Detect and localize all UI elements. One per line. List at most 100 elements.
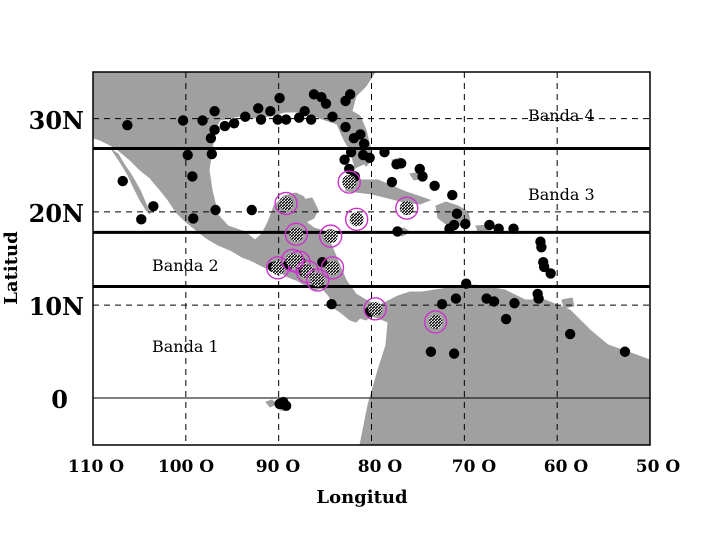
station-dot — [182, 149, 193, 161]
station-dot — [326, 298, 337, 310]
highlighted-station — [266, 256, 290, 280]
station-dot — [460, 278, 472, 289]
station-dot — [240, 111, 251, 122]
station-dot — [451, 208, 463, 219]
station-dot — [447, 189, 458, 201]
lat-tick-0: 0 — [51, 385, 68, 414]
highlight-ring — [318, 224, 343, 248]
station-dot — [460, 218, 471, 230]
highlight-ring — [395, 196, 419, 220]
station-dot — [448, 348, 460, 359]
lon-tick-110: 110 O — [68, 457, 124, 477]
station-dot — [188, 213, 199, 224]
highlight-ring — [280, 248, 305, 273]
station-dot — [358, 138, 370, 150]
station-dot — [117, 175, 128, 187]
station-dot — [425, 346, 437, 357]
highlighted-station-dot — [289, 227, 304, 242]
highlighted-station — [337, 170, 361, 194]
station-points — [117, 89, 631, 412]
highlighted-station — [363, 297, 387, 321]
highlighted-station — [284, 222, 309, 246]
highlighted-station — [423, 310, 448, 334]
highlighted-station-dot — [270, 260, 285, 275]
station-dot — [209, 124, 220, 136]
lat-tick-30n: 30N — [29, 106, 84, 135]
highlight-ring — [266, 256, 290, 280]
station-dot — [148, 201, 159, 212]
station-dot — [205, 133, 217, 144]
highlighted-station — [305, 268, 330, 292]
station-dot — [545, 268, 556, 279]
highlight-ring — [305, 268, 330, 292]
map-frame — [92, 71, 651, 446]
station-dot — [344, 89, 356, 100]
station-dot — [299, 105, 310, 117]
station-dot — [509, 298, 520, 309]
station-dot — [429, 180, 440, 191]
station-dot — [197, 115, 208, 126]
station-dot — [209, 105, 220, 117]
highlighted-station — [344, 207, 369, 232]
highlighted-station-dot — [399, 201, 414, 216]
lon-tick-60: 60 O — [544, 457, 589, 477]
lon-tick-100: 100 O — [158, 457, 214, 477]
station-dot — [253, 103, 264, 114]
station-dot — [355, 129, 366, 140]
highlight-ring — [337, 170, 361, 194]
lat-tick-10n: 10N — [29, 292, 84, 321]
highlighted-station-dot — [300, 264, 315, 279]
lon-tick-80: 80 O — [358, 457, 403, 477]
highlighted-station — [280, 248, 305, 273]
station-dot — [246, 204, 257, 216]
station-dot — [417, 171, 428, 182]
station-dot — [255, 114, 267, 125]
highlighted-station — [395, 196, 419, 220]
y-axis-title: Latitud — [1, 231, 22, 305]
station-dot — [339, 154, 350, 165]
station-dot — [345, 146, 357, 158]
station-dot — [538, 261, 550, 273]
station-dot — [500, 313, 512, 325]
station-dot — [274, 92, 285, 104]
highlight-ring — [274, 191, 298, 216]
highlighted-station — [318, 224, 343, 248]
highlight-ring — [284, 222, 309, 246]
station-dot — [320, 98, 332, 109]
station-dot — [327, 111, 338, 122]
highlighted-station-dot — [279, 196, 294, 211]
station-dot — [481, 293, 492, 304]
station-dot — [136, 214, 147, 225]
station-dot — [219, 120, 231, 132]
station-dot — [228, 118, 240, 129]
highlight-ring — [363, 297, 387, 321]
lat-tick-20n: 20N — [29, 199, 84, 228]
lon-tick-90: 90 O — [256, 457, 301, 477]
highlighted-station-dot — [285, 253, 300, 268]
station-dot — [272, 114, 283, 125]
band-label-4: Banda 4 — [528, 106, 595, 125]
station-dot — [364, 152, 375, 163]
band-boundaries — [93, 146, 650, 288]
station-dot — [564, 328, 576, 340]
station-dot — [536, 242, 547, 253]
band-label-2: Banda 2 — [152, 256, 219, 275]
lon-tick-50: 50 O — [636, 457, 681, 477]
station-dot — [533, 293, 544, 304]
station-dot — [484, 219, 495, 231]
highlighted-station-dot — [325, 260, 340, 275]
station-dot — [450, 293, 462, 304]
lon-tick-70: 70 O — [452, 457, 497, 477]
highlighted-station-dot — [428, 314, 443, 329]
station-dot — [305, 114, 317, 125]
highlighted-station-dot — [368, 301, 383, 316]
station-dot — [436, 298, 448, 310]
highlighted-station — [274, 191, 298, 216]
band-label-3: Banda 3 — [528, 185, 595, 204]
station-dot — [396, 158, 407, 169]
station-dot — [210, 204, 221, 216]
highlight-ring — [344, 207, 369, 232]
station-dot — [386, 176, 398, 188]
highlighted-station-dot — [323, 229, 338, 244]
